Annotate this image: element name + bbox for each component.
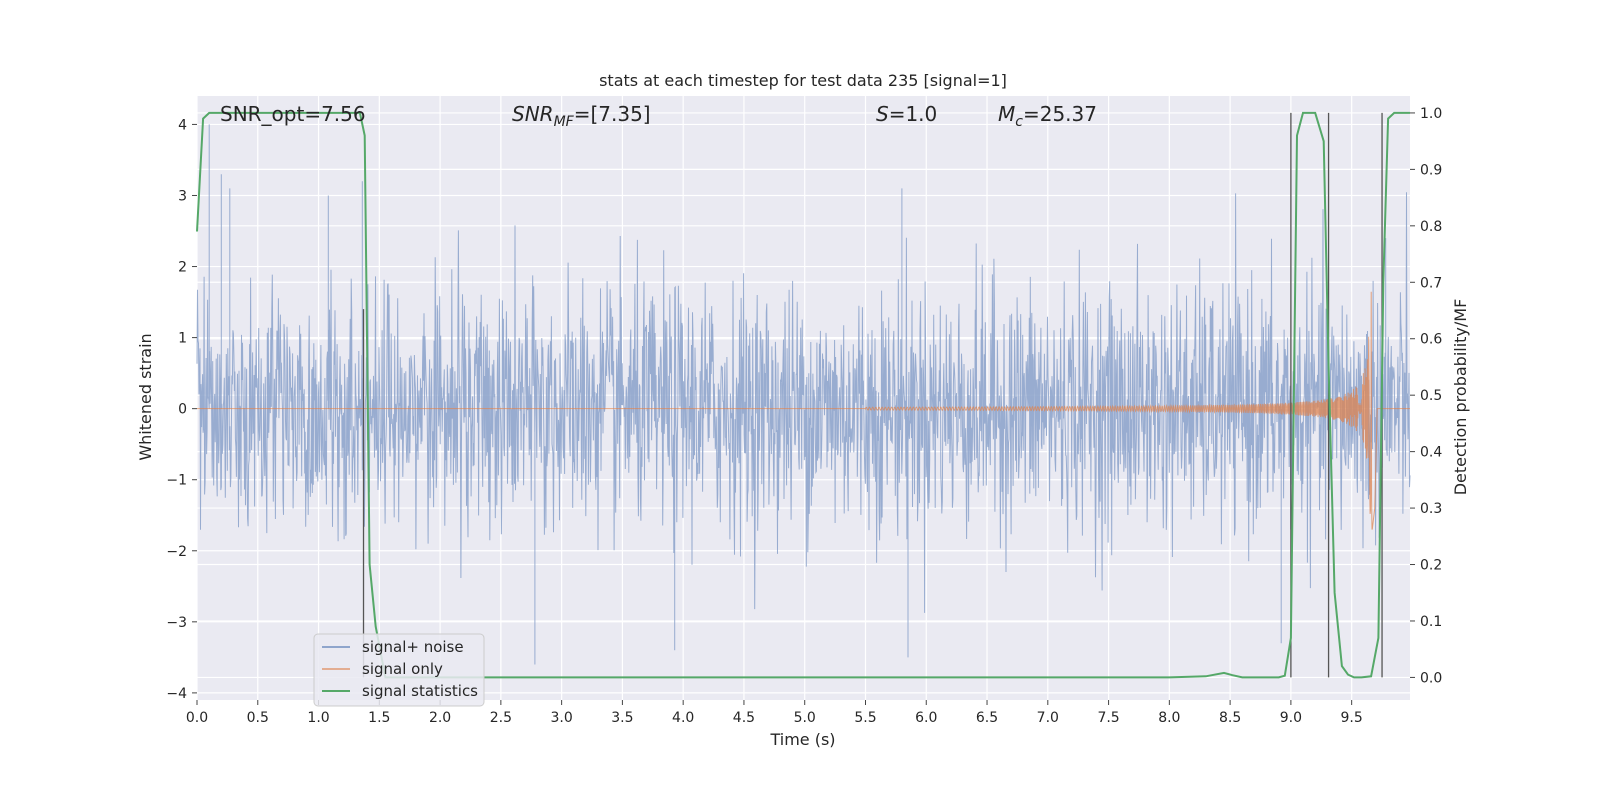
y-left-tick-label: −2 [166,544,187,560]
y-left-tick-label: 1 [178,331,187,347]
annotation-snr-opt: SNR_opt=7.56 [220,102,366,126]
x-tick-label: 9.5 [1341,710,1363,726]
y-right-tick-label: 0.8 [1420,219,1442,235]
x-tick-label: 1.0 [307,710,329,726]
x-tick-label: 6.5 [976,710,998,726]
y-left-tick-label: 3 [178,188,187,204]
x-tick-label: 2.0 [429,710,451,726]
y-axis-left-label: Whitened strain [136,333,155,460]
annotation-s-label: S [876,102,889,126]
x-tick-label: 1.5 [368,710,390,726]
annotation-snr-mf-sub: MF [554,114,575,130]
signal-line [197,291,1410,530]
x-axis-label: Time (s) [769,730,835,749]
y-right-tick-label: 1.0 [1420,106,1442,122]
x-tick-label: 6.0 [915,710,937,726]
x-tick-label: 4.0 [672,710,694,726]
y-right-tick-label: 0.0 [1420,670,1442,686]
chart-title: stats at each timestep for test data 235… [599,71,1007,90]
annotation-mc-label: M [998,102,1015,126]
axes: 0.0 0.5 1.0 1.5 2.0 2.5 3.0 3.5 4.0 4.5 5.0 5.5 6.0 6… [166,106,1442,726]
x-tick-label: 3.0 [550,710,572,726]
series-signal-statistics [196,111,1410,679]
series-signal-only [197,291,1410,530]
statistics-line [196,111,1410,679]
y-axis-right-label: Detection probability/MF [1451,299,1470,496]
annotation-s-value: =1.0 [889,102,938,126]
annotation-snr-mf: SNRMF=[7.35] [512,102,651,130]
x-tick-label: 3.5 [611,710,633,726]
x-tick-label: 8.5 [1219,710,1241,726]
annotation-mc-value: =25.37 [1023,102,1097,126]
y-left-tick-label: 2 [178,260,187,276]
x-tick-label: 5.5 [854,710,876,726]
y-left-tick-label: 4 [178,117,187,133]
x-tick-label: 0.0 [186,710,208,726]
legend: signal+ noise signal only signal statist… [313,633,485,707]
x-tick-label: 2.5 [490,710,512,726]
annotation-mc: Mc=25.37 [998,102,1097,130]
x-tick-label: 7.0 [1037,710,1059,726]
y-left-tick-label: −3 [166,615,187,631]
y-left-tick-label: −4 [166,686,187,702]
x-tick-label: 7.5 [1097,710,1119,726]
y-right-tick-label: 0.2 [1420,558,1442,574]
annotation-snr-mf-value: =[7.35] [574,102,651,126]
y-right-tick-label: 0.4 [1420,445,1442,461]
x-tick-label: 9.0 [1280,710,1302,726]
legend-label-statistics: signal statistics [362,682,478,700]
annotation-mc-sub: c [1015,114,1023,130]
x-tick-label: 0.5 [247,710,269,726]
y-right-tick-label: 0.3 [1420,501,1442,517]
legend-label-noise: signal+ noise [362,638,464,656]
legend-label-signal: signal only [362,660,443,678]
y-right-tick-label: 0.1 [1420,614,1442,630]
y-right-tick-label: 0.7 [1420,275,1442,291]
y-left-tick-label: 0 [178,402,187,418]
x-tick-label: 8.0 [1158,710,1180,726]
legend-box [313,633,485,707]
y-right-tick-label: 0.5 [1420,388,1442,404]
annotation-s: S=1.0 [876,102,937,126]
annotations: SNR_opt=7.56 SNRMF=[7.35] S=1.0 Mc=25.37 [220,102,1097,130]
y-right-tick-label: 0.9 [1420,162,1442,178]
y-right-tick-label: 0.6 [1420,332,1442,348]
x-tick-label: 4.5 [733,710,755,726]
x-tick-label: 5.0 [794,710,816,726]
annotation-snr-mf-label: SNR [512,102,554,126]
plot-area [197,96,1410,700]
y-left-tick-label: −1 [166,473,187,489]
